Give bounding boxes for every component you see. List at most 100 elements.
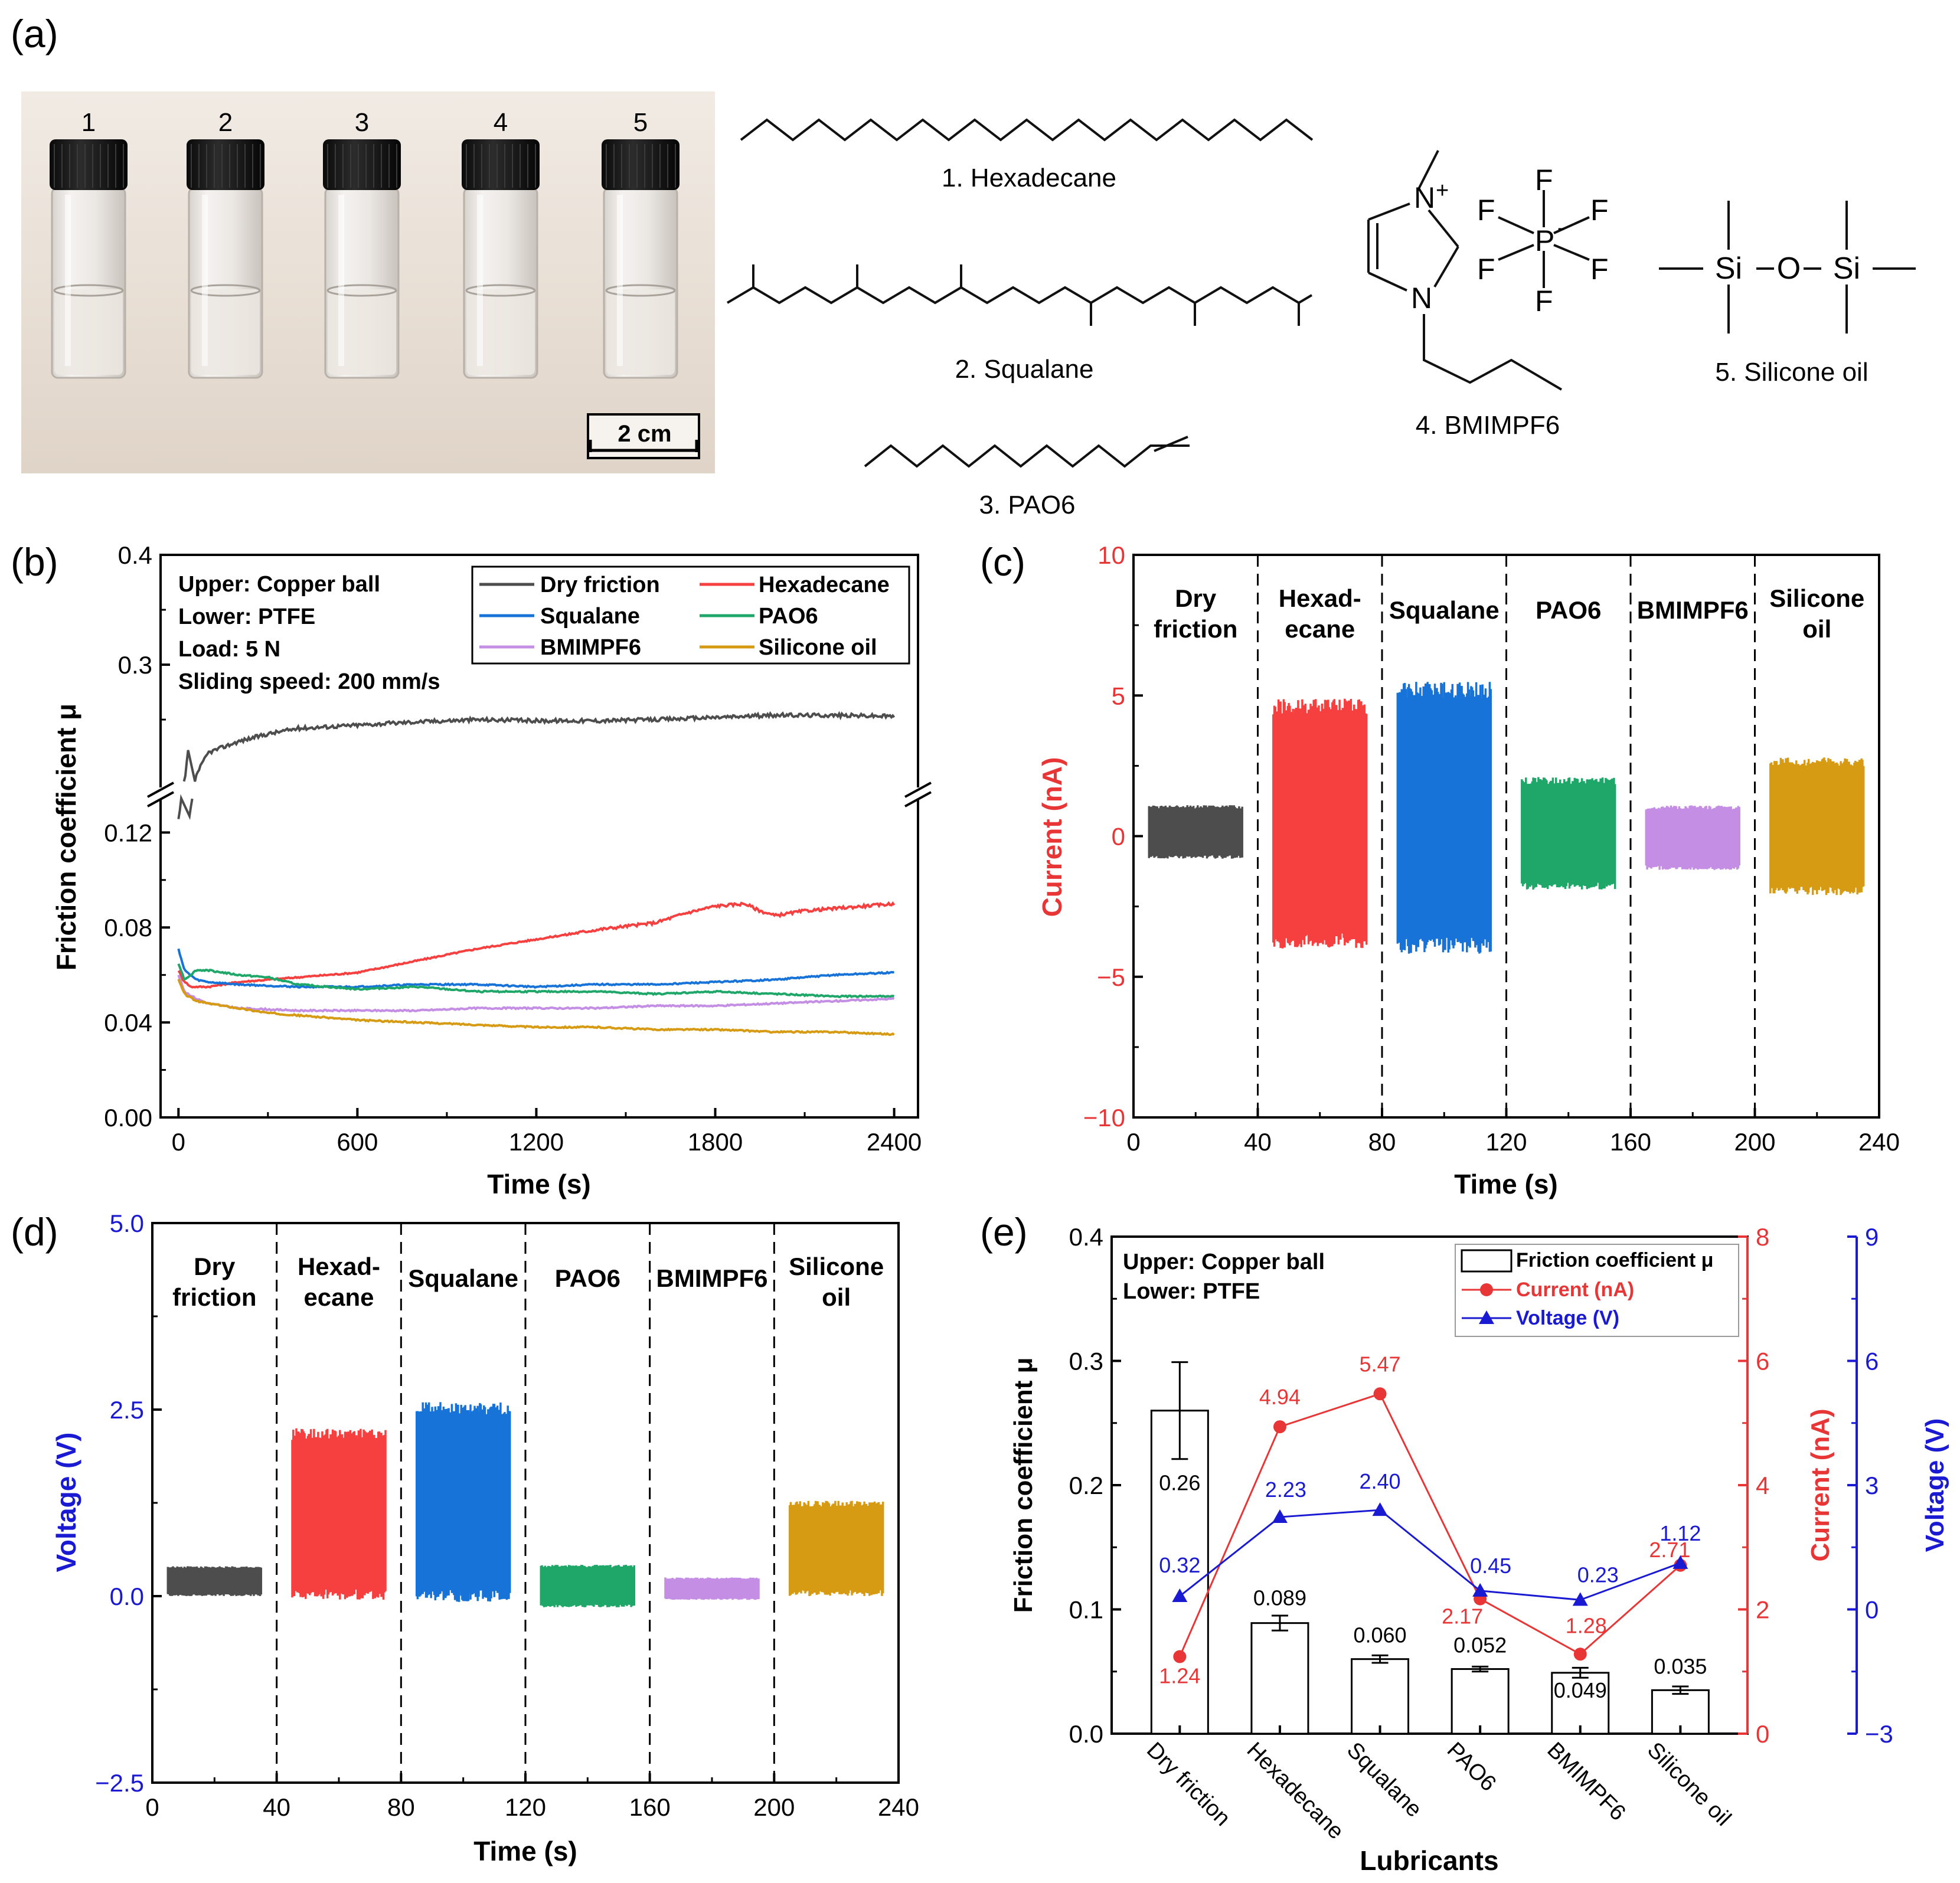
segment-label: ecane [303,1283,374,1311]
current-point [1373,1387,1387,1401]
y-tick-label: 0.0 [110,1583,144,1610]
y-tick-label: 0.08 [104,914,152,942]
x-tick-label: 80 [1368,1128,1396,1156]
segment-label: PAO6 [555,1264,620,1292]
current-line [1178,1392,1681,1658]
condition-text: Sliding speed: 200 mm/s [178,669,440,694]
y3-tick-label: 9 [1865,1223,1879,1251]
y3-axis-title: Voltage (V) [1920,1418,1949,1552]
x-tick-label: 1800 [688,1128,743,1156]
y-tick-label: 0 [1112,823,1125,851]
y-tick-label: 0.1 [1069,1596,1103,1624]
x-tick-label: 200 [753,1793,795,1821]
segment-label: Silicone [1769,584,1864,612]
signal-hexadecane [291,1428,387,1600]
signal-dry-friction [166,1566,263,1596]
y3-tick-label: −3 [1865,1720,1893,1748]
atom-label: F [1477,194,1495,227]
y2-tick-label: 4 [1756,1472,1769,1499]
legend-label: Dry friction [540,573,660,597]
y-tick-label: 0.3 [118,651,152,679]
segment-label: BMIMPF6 [1637,596,1749,624]
signal-silicone-oil [1769,757,1865,895]
y-tick-label: −2.5 [95,1769,144,1797]
series-line-squalane [177,948,894,989]
chart-d: Dry friction Hexad-ecane Squalane PAO6 BMIMPF… [51,1209,919,1866]
vial [602,139,680,379]
voltage-value-label: 0.23 [1577,1562,1619,1587]
y-tick-label: −10 [1083,1104,1125,1132]
y-tick-label: 0.4 [1069,1223,1103,1251]
legend-label: Silicone oil [759,635,877,660]
segment-label: ecane [1285,615,1355,643]
current-point [1173,1650,1187,1663]
x-tick-label: 2400 [867,1128,922,1156]
vial-number: 5 [633,108,648,137]
e-conditions: Upper: Copper ball Lower: PTFE [1123,1250,1325,1304]
bar-hexadecane [1250,1622,1309,1735]
legend-label: Squalane [540,604,640,629]
segment-label: PAO6 [1536,596,1601,624]
current-point [1573,1647,1587,1661]
bar-value-label: 0.060 [1353,1623,1406,1647]
x-tick-label: Hexadecane [1242,1738,1349,1845]
panel-label-c: (c) [980,540,1025,584]
compound-label: 5. Silicone oil [1715,358,1868,387]
y3-tick-label: 0 [1865,1596,1879,1624]
x-tick-label: 0 [1126,1128,1140,1156]
condition-text: Lower: PTFE [178,604,315,629]
y-axis-title: Friction coefficient μ [51,704,81,970]
atom-label: F [1477,253,1495,286]
signal-bmimpf6 [664,1577,760,1600]
signal-oscillation [1396,682,1492,954]
bar-value-label: 0.049 [1554,1678,1607,1702]
atom-label: O [1777,251,1801,286]
y3-tick-label: 3 [1865,1472,1879,1499]
y-tick-label: 5 [1112,682,1125,710]
x-tick-label: Squalane [1342,1738,1426,1822]
current-value-label: 4.94 [1259,1385,1301,1409]
segment-label: Hexad- [298,1253,380,1280]
signal-dry-friction [1148,805,1243,859]
x-tick-label: 120 [505,1793,546,1821]
condition-text: Upper: Copper ball [1123,1250,1325,1274]
liquid-meniscus [53,284,124,297]
signal-bmimpf6 [1645,805,1740,870]
x-axis-title: Lubricants [1360,1845,1498,1876]
bar-pao6 [1451,1668,1510,1735]
bar-value-label: 0.035 [1654,1654,1707,1678]
atom-label: Si [1715,251,1742,286]
voltage-value-label: 2.40 [1360,1469,1401,1493]
x-tick-label: PAO6 [1442,1738,1501,1796]
voltage-point [1672,1555,1688,1569]
vial-number: 4 [494,108,508,137]
condition-text: Lower: PTFE [1123,1279,1260,1304]
signal-oscillation [415,1402,511,1602]
chart-c: Dry friction Hexad-ecane Squalane PAO6 BMIMPF… [1037,541,1900,1199]
signal-oscillation [1148,805,1243,859]
axis-break-mark [904,791,932,808]
x-tick-label: 160 [629,1793,671,1821]
vials-photo: 1 2 3 4 5 2 cm [21,91,715,473]
series-line-pao6 [177,963,894,999]
signal-oscillation [1769,757,1865,895]
voltage-point [1172,1588,1188,1603]
atom-label: P [1535,224,1554,257]
bar-squalane [1351,1658,1410,1735]
series-line-hexadecane [177,901,896,989]
compound-label: 4. BMIMPF6 [1416,411,1560,440]
x-axis-title: Time (s) [473,1836,577,1866]
structure-squalane: 2. Squalane [726,264,1313,384]
atom-label: F [1535,164,1553,197]
legend-marker-current [1480,1283,1493,1296]
segment-label: Dry [1175,584,1217,612]
vial-liquid [328,289,396,375]
voltage-point [1572,1592,1588,1606]
y-tick-label: 0.00 [104,1104,152,1132]
panel-label-e: (e) [980,1210,1028,1254]
bar-value-label: 0.26 [1159,1471,1200,1495]
signal-silicone-oil [788,1500,884,1596]
y-axis-title: Voltage (V) [51,1433,81,1573]
scale-bar-label: 2 cm [618,421,671,447]
